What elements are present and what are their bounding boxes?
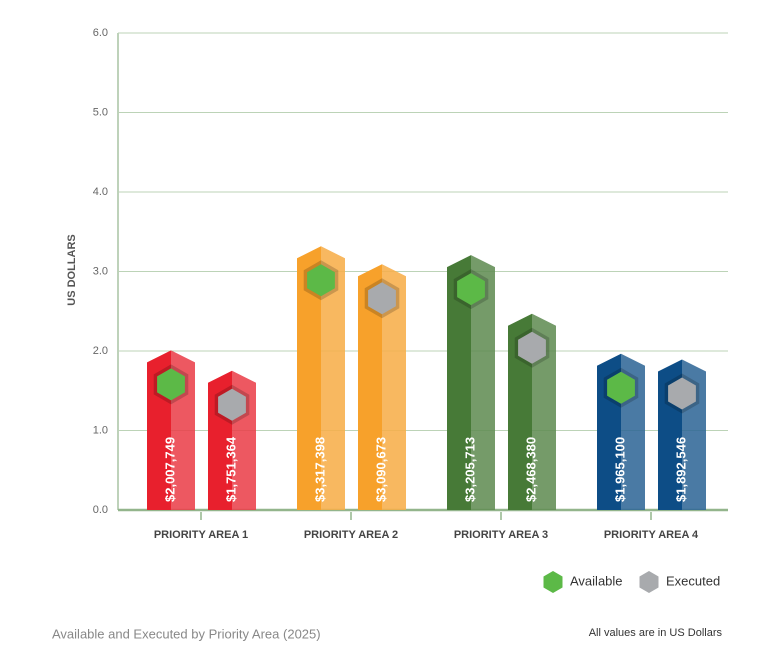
- bar: [297, 246, 345, 511]
- x-tick-label: PRIORITY AREA 4: [604, 529, 699, 541]
- bar-right-shade: [532, 313, 556, 510]
- bar-right-shade: [382, 264, 406, 510]
- y-tick-label: 1.0: [93, 424, 108, 436]
- bar-icon: [457, 273, 485, 306]
- x-tick-label: PRIORITY AREA 1: [154, 529, 248, 541]
- bar-left: [358, 264, 382, 510]
- bar: [447, 255, 495, 510]
- note: All values are in US Dollars: [589, 627, 723, 639]
- bar-right-shade: [471, 255, 495, 510]
- bar-icon: [668, 377, 696, 410]
- y-tick-label: 2.0: [93, 345, 108, 357]
- bar-right: [321, 246, 345, 511]
- value-label: $1,892,546: [673, 437, 688, 502]
- y-tick-label: 0.0: [93, 504, 108, 516]
- value-label: $2,007,749: [162, 437, 177, 502]
- bar: [358, 264, 406, 510]
- bar-icon: [307, 264, 335, 297]
- bar-right: [471, 255, 495, 510]
- caption: Available and Executed by Priority Area …: [52, 626, 321, 641]
- bar: [658, 359, 706, 510]
- value-label: $3,205,713: [462, 437, 477, 502]
- bar-right-shade: [321, 246, 345, 511]
- value-label: $3,090,673: [373, 437, 388, 502]
- x-tick-label: PRIORITY AREA 3: [454, 529, 548, 541]
- bar-icon: [218, 388, 246, 421]
- y-axis-label: US DOLLARS: [66, 234, 78, 306]
- legend-label: Executed: [666, 573, 720, 588]
- legend-label: Available: [570, 573, 623, 588]
- value-label: $3,317,398: [312, 437, 327, 502]
- bar-left: [447, 255, 471, 510]
- y-tick-label: 6.0: [93, 27, 108, 39]
- bar-right: [532, 313, 556, 510]
- value-label: $1,965,100: [612, 437, 627, 502]
- bar: [147, 350, 195, 510]
- y-tick-label: 4.0: [93, 186, 108, 198]
- bar-icon: [518, 331, 546, 364]
- bar-left: [508, 313, 532, 510]
- legend-icon: [543, 571, 563, 593]
- bar: [597, 353, 645, 510]
- x-tick-label: PRIORITY AREA 2: [304, 529, 398, 541]
- y-tick-label: 3.0: [93, 265, 108, 277]
- bar-icon: [157, 368, 185, 401]
- bar-icon: [368, 282, 396, 315]
- bar-right: [382, 264, 406, 510]
- bar-left: [297, 246, 321, 511]
- bar-icon: [607, 371, 635, 404]
- y-tick-label: 5.0: [93, 106, 108, 118]
- bar: [508, 313, 556, 510]
- value-label: $2,468,380: [523, 437, 538, 502]
- bar: [208, 370, 256, 510]
- legend-icon: [639, 571, 659, 593]
- value-label: $1,751,364: [223, 436, 238, 502]
